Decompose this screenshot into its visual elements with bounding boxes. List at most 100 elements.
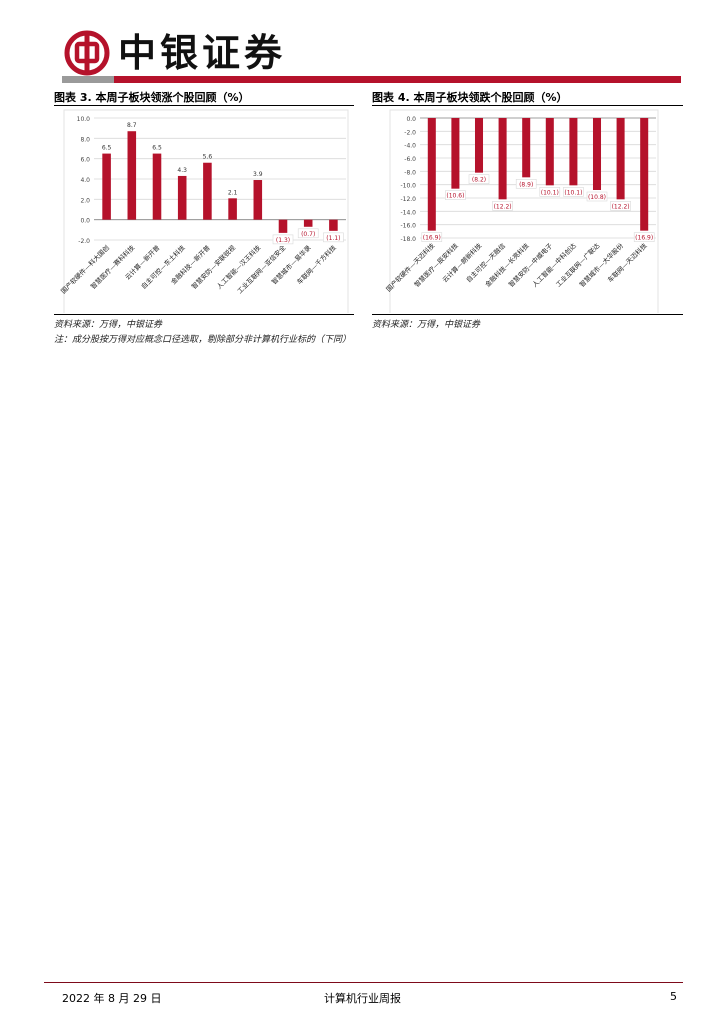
chart-4-source: 资料来源：万得，中银证券	[372, 320, 481, 330]
data-label: 3.9	[253, 171, 263, 178]
chart-3-note: 注：成分股按万得对应概念口径选取，剔除部分非计算机行业标的（下同）	[54, 335, 352, 345]
y-tick-label: -14.0	[400, 209, 416, 216]
data-label: (10.8)	[588, 194, 606, 201]
bar	[545, 118, 554, 186]
y-tick-label: -12.0	[400, 196, 416, 203]
data-label-box	[633, 232, 655, 242]
footer-date: 2022 年 8 月 29 日	[62, 992, 162, 1005]
category-label: 云计算—朗新科技	[440, 241, 483, 284]
chart-3-caption-rule	[54, 105, 354, 106]
bar	[177, 175, 187, 220]
data-label: 2.1	[228, 189, 238, 196]
data-label-box	[539, 187, 561, 197]
y-tick-label: 8.0	[80, 136, 90, 143]
bar	[451, 118, 460, 189]
data-label: 8.7	[127, 122, 137, 129]
bank-of-china-logo	[64, 30, 110, 76]
brand-name: 中银证券	[118, 30, 287, 75]
bar	[329, 219, 338, 231]
bar	[569, 118, 578, 186]
y-tick-label: 6.0	[80, 157, 90, 164]
bar	[498, 118, 507, 200]
data-label: 5.6	[203, 154, 213, 161]
y-tick-label: -2.0	[404, 129, 416, 136]
data-label-box	[421, 232, 443, 242]
data-label: 6.5	[152, 145, 162, 152]
bar	[303, 219, 313, 227]
data-label: (10.1)	[541, 189, 559, 196]
data-label: (8.9)	[519, 181, 533, 188]
bar	[152, 153, 162, 220]
bar	[203, 162, 212, 220]
data-label: 6.5	[102, 145, 112, 152]
category-label: 国产软硬件—科大国创	[59, 243, 111, 295]
bar	[640, 118, 649, 231]
chart-frame	[63, 109, 349, 313]
category-label: 人工智能—汉王科技	[214, 243, 262, 291]
category-label: 智慧城市—大华股份	[577, 241, 625, 289]
data-label-box	[297, 228, 319, 239]
bar	[474, 118, 484, 173]
data-label-box	[323, 232, 344, 243]
data-label-box	[468, 174, 490, 184]
bar	[522, 118, 531, 178]
header-rule-red	[114, 76, 681, 83]
y-tick-label: -6.0	[404, 156, 416, 163]
chart-3-bottom-rule	[54, 314, 354, 315]
chart-4-plot: 0.0 -2.0 -4.0 -6.0 -8.0 -10.0 -12.0 -14.0 -16.0 -…	[384, 109, 659, 313]
y-tick-label: -8.0	[404, 169, 416, 176]
category-label: 智慧安防—安联锐视	[189, 243, 237, 291]
y-tick-label: 10.0	[77, 116, 91, 123]
y-tick-label: -10.0	[400, 183, 416, 190]
chart-3-plot: 10.0 8.0 6.0 4.0 2.0 0.0 -2.0 6.5 国产软硬件—科大国创 8.7 智…	[59, 109, 349, 313]
bar	[427, 118, 436, 231]
y-tick-label: -16.0	[400, 223, 416, 230]
data-label: (16.9)	[635, 235, 653, 242]
data-label-box	[563, 187, 584, 197]
data-label: (0.7)	[301, 231, 315, 238]
data-label: (12.2)	[494, 203, 512, 210]
data-label-box	[492, 201, 513, 211]
category-label: 车联网—天迈科技	[605, 241, 648, 284]
data-label-box	[445, 190, 466, 200]
category-label: 智慧安防—中威电子	[506, 241, 554, 289]
category-label: 自主可控—天融信	[464, 241, 507, 284]
category-label: 智慧医疗—辰安科技	[412, 241, 460, 289]
y-tick-label: 0.0	[80, 218, 90, 225]
y-tick-label: 2.0	[80, 197, 90, 204]
category-label: 工业互联网—亚信安全	[235, 243, 288, 296]
y-tick-label: 0.0	[406, 116, 416, 123]
data-label: (12.2)	[612, 203, 630, 210]
footer-rule	[44, 982, 683, 983]
bar	[102, 153, 111, 220]
data-label-box	[586, 191, 608, 202]
bar	[127, 131, 137, 220]
data-label-box	[272, 234, 294, 245]
header-rule-grey	[62, 76, 114, 83]
y-tick-label: -4.0	[404, 143, 416, 150]
bar	[228, 198, 237, 220]
category-label: 人工智能—中科创达	[530, 241, 578, 289]
chart-4-bottom-rule	[372, 314, 683, 315]
data-label: (8.2)	[472, 177, 486, 184]
category-label: 智慧医疗—赛科科技	[88, 243, 136, 291]
data-label: (10.6)	[446, 193, 464, 200]
category-label: 自主可控—东土科技	[139, 243, 187, 291]
category-label: 金融科技—长亮科技	[483, 241, 531, 289]
chart-frame	[389, 109, 659, 313]
chart-3-source: 资料来源：万得，中银证券	[54, 320, 163, 330]
data-label: (1.3)	[276, 237, 290, 244]
page-number: 5	[670, 990, 677, 1003]
category-label: 工业互联网—广联达	[554, 241, 602, 289]
bar	[253, 180, 263, 220]
chart-4-caption: 图表 4. 本周子板块领跌个股回顾（%）	[372, 91, 568, 104]
data-label: (10.1)	[564, 189, 582, 196]
data-label: (1.1)	[326, 235, 340, 242]
y-tick-label: -18.0	[400, 236, 416, 243]
y-tick-label: -2.0	[78, 238, 90, 245]
bar	[278, 219, 288, 233]
data-label-box	[515, 179, 537, 189]
data-label-box	[610, 201, 631, 211]
chart-3-caption: 图表 3. 本周子板块领涨个股回顾（%）	[54, 91, 250, 104]
data-label: 4.3	[177, 167, 187, 174]
